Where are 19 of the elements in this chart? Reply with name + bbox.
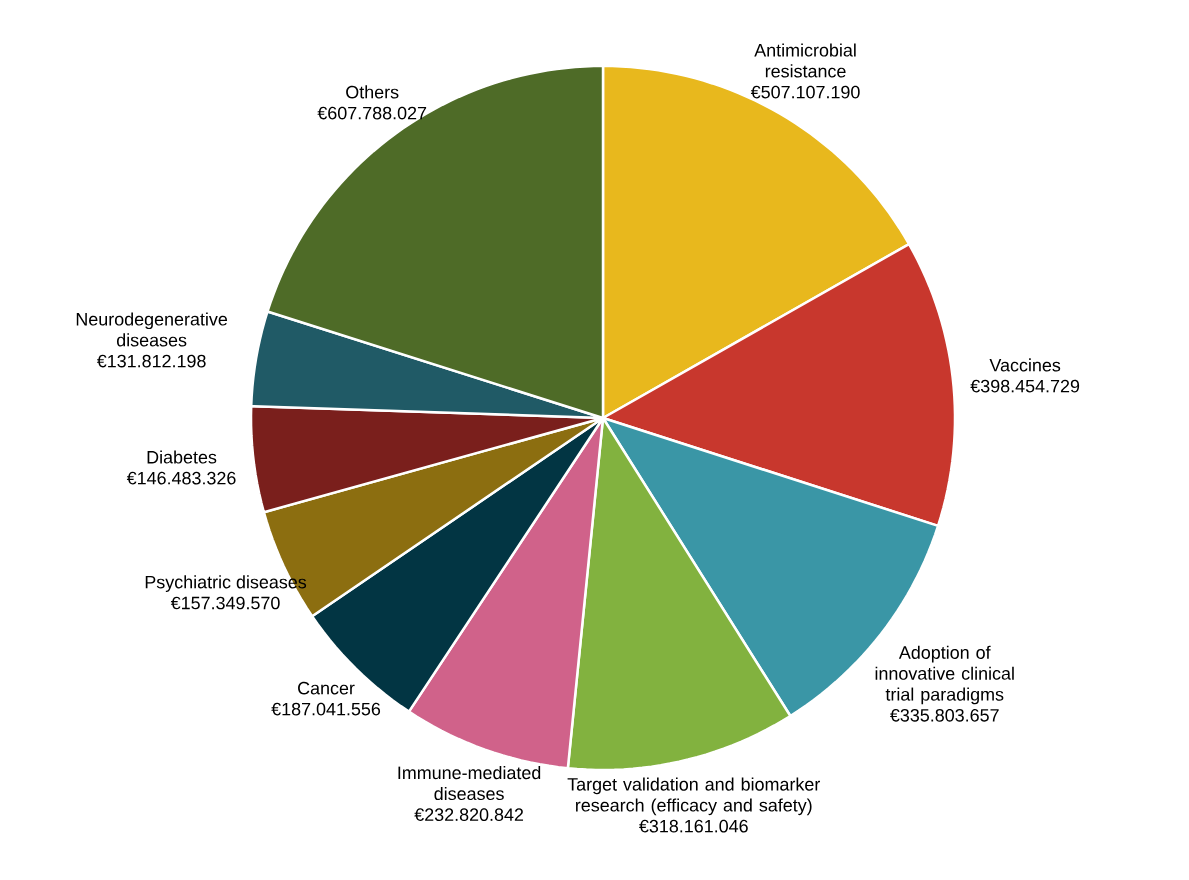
slice-label: Immune-mediated diseases [398, 765, 541, 801]
data-label: €507.107.190 [750, 85, 860, 99]
slice-label: Others [346, 85, 399, 99]
slice-label: Cancer [298, 681, 355, 695]
slice-label: Diabetes [147, 450, 217, 464]
slice-label: Neurodegenerative diseases [76, 312, 228, 347]
data-label: €335.803.657 [890, 708, 999, 722]
slice-label: Antimicrobial resistance [754, 43, 856, 78]
slice-label: Target validation and biomarker research (efficacy and safety) [567, 777, 821, 816]
data-label: €131.812.198 [96, 354, 206, 368]
data-label: €146.483.326 [126, 471, 236, 485]
slice-label: Vaccines [989, 358, 1061, 372]
data-label: €187.041.556 [271, 702, 381, 716]
data-label: €157.349.570 [170, 596, 280, 610]
data-label: €318.161.046 [639, 819, 748, 833]
data-label: €607.788.027 [317, 106, 427, 120]
data-label: €232.820.842 [414, 808, 524, 821]
data-label: €398.454.729 [970, 379, 1080, 393]
slice-label: Adoption of innovative clinical trial paradigms [875, 645, 1014, 705]
